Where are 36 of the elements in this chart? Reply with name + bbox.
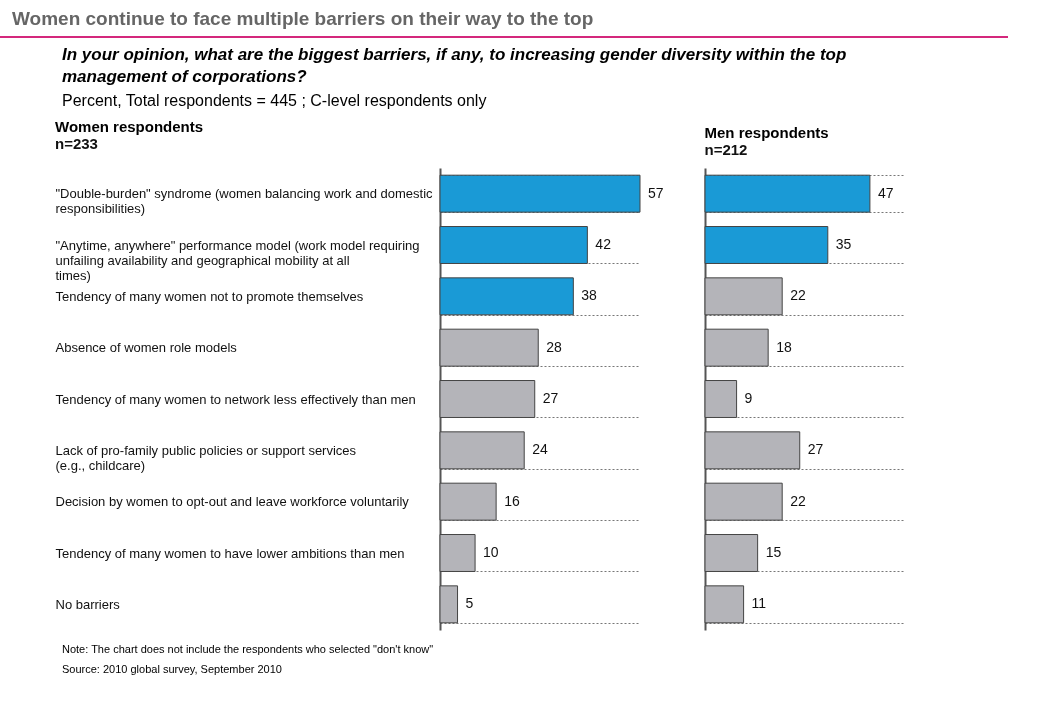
data-label: 28 xyxy=(546,338,563,355)
data-label: 15 xyxy=(765,544,782,560)
y-tick-label: Tendency of many women to network less effectively than men xyxy=(55,391,416,407)
y-tick-label: No barriers xyxy=(55,596,121,612)
data-label: 27 xyxy=(542,390,559,406)
data-label: 11 xyxy=(751,595,767,612)
data-label: 10 xyxy=(483,544,499,560)
y-tick-label: "Double-burden" syndrome (women balancing work and domestic responsibilities) xyxy=(55,186,434,217)
text: In your opinion, what are the biggest barriers, if any, to increasing gender diversity within the top management of corporations? xyxy=(62,44,848,88)
data-label: 42 xyxy=(595,236,612,252)
y-tick-label: Tendency of many women not to promote themselves xyxy=(55,288,364,304)
data-label: 38 xyxy=(581,287,598,304)
y-tick-label: Decision by women to opt-out and leave workforce voluntarily xyxy=(55,494,410,510)
data-label: 57 xyxy=(648,184,664,201)
text: n=233 xyxy=(55,135,98,152)
source-note: Source: 2010 global survey, September 2010 xyxy=(62,662,283,677)
chart-title: Men respondents xyxy=(704,124,829,141)
data-label: 5 xyxy=(465,595,474,612)
data-label: 27 xyxy=(807,441,824,458)
data-label: 18 xyxy=(776,338,792,355)
data-label: 24 xyxy=(532,441,548,458)
data-label: 22 xyxy=(790,287,806,304)
data-label: 16 xyxy=(504,492,520,509)
chart-subtitle: n=212 xyxy=(704,141,748,158)
text: Women continue to face multiple barriers on their way to the top xyxy=(0,0,1008,38)
y-tick-label: Absence of women role models xyxy=(55,340,238,356)
text: Women respondents xyxy=(55,118,204,135)
text: Note: The chart does not include the respondents who selected "don't know" xyxy=(62,642,435,657)
y-tick-label: Lack of pro-family public policies or support services (e.g., childcare) xyxy=(55,442,357,473)
y-tick-label: Tendency of many women to have lower ambitions than men xyxy=(55,545,405,561)
data-label: 22 xyxy=(790,492,806,509)
data-label: 9 xyxy=(744,390,753,406)
y-tick-label: "Anytime, anywhere" performance model (work model requiring unfailing availability and geographical mobility at all times) xyxy=(55,237,420,283)
data-label: 47 xyxy=(877,184,894,201)
data-label: 35 xyxy=(835,236,852,252)
text: Percent, Total respondents = 445 ; C-level respondents only xyxy=(62,92,488,110)
